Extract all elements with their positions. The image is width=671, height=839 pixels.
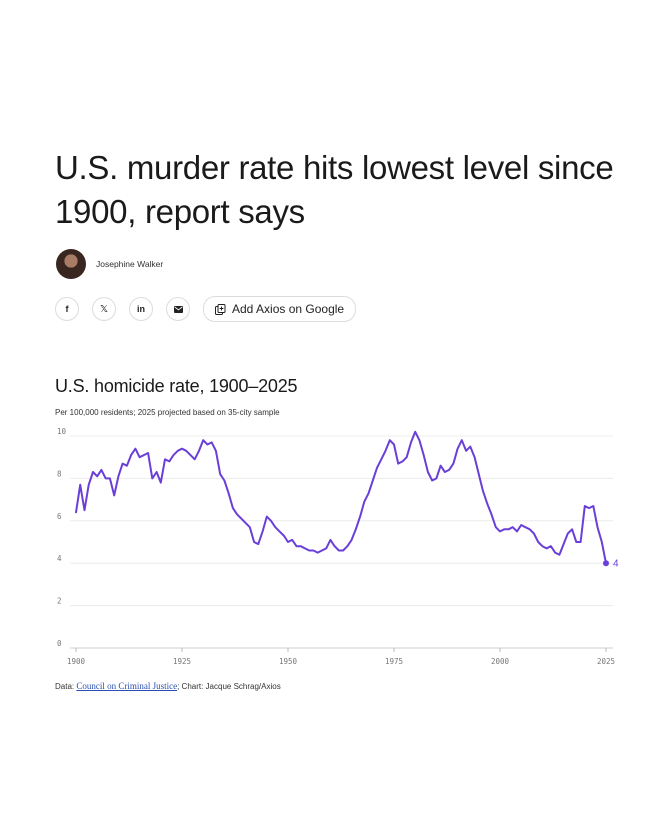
homicide-rate-chart: 0 2 4 6 8 10 1900 1925 1950 1975 2000 2025 4: [57, 427, 619, 666]
headline: U.S. murder rate hits lowest level since…: [55, 149, 614, 230]
x-tick-label: 1950: [279, 657, 298, 666]
x-tick-label: 2025: [597, 657, 615, 666]
x-icon: 𝕏: [99, 303, 109, 315]
footer-suffix: ; Chart: Jacque Schrag/Axios: [177, 682, 281, 691]
data-source-link[interactable]: Council on Criminal Justice: [76, 681, 178, 691]
y-axis-ticks: 0 2 4 6 8 10: [57, 427, 67, 648]
x-tick-label: 2000: [491, 657, 510, 666]
facebook-share-button[interactable]: f: [55, 297, 79, 321]
y-tick-label: 2: [57, 597, 62, 606]
add-source-icon: [215, 303, 226, 315]
footer-prefix: Data:: [55, 682, 77, 691]
y-tick-label: 6: [57, 512, 62, 521]
x-tick-label: 1925: [173, 657, 191, 666]
chart-title: U.S. homicide rate, 1900–2025: [55, 376, 298, 396]
chart-footer: Data: Council on Criminal Justice; Chart…: [55, 681, 281, 691]
x-share-button[interactable]: 𝕏: [92, 297, 116, 321]
y-tick-label: 10: [57, 427, 67, 436]
share-bar: f 𝕏 in Add Axios on Google: [55, 296, 357, 322]
author-name[interactable]: Josephine Walker: [96, 259, 164, 269]
email-share-button[interactable]: [166, 297, 190, 321]
facebook-icon: f: [65, 304, 69, 314]
x-tick-label: 1975: [385, 657, 403, 666]
grid-lines: [70, 435, 613, 649]
google-button-label: Add Axios on Google: [232, 302, 345, 316]
end-value-label: 4: [613, 559, 619, 570]
linkedin-icon: in: [137, 304, 145, 314]
y-tick-label: 4: [57, 554, 62, 563]
homicide-rate-line: [75, 430, 607, 565]
add-axios-on-google-button[interactable]: Add Axios on Google: [203, 296, 357, 322]
linkedin-share-button[interactable]: in: [129, 297, 153, 321]
x-tick-label: 1900: [67, 657, 86, 666]
chart-subtitle: Per 100,000 residents; 2025 projected ba…: [55, 408, 280, 417]
x-axis-ticks: 1900 1925 1950 1975 2000 2025: [67, 648, 615, 666]
email-icon: [173, 305, 183, 313]
author-avatar[interactable]: [56, 249, 86, 279]
byline: Josephine Walker: [56, 249, 163, 279]
y-tick-label: 8: [57, 469, 62, 478]
y-tick-label: 0: [57, 639, 62, 648]
end-point-marker: [603, 560, 609, 567]
